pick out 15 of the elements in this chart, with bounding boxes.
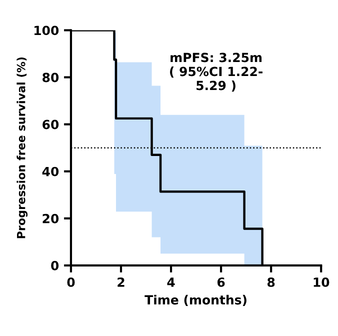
x-tick-label: 0 — [67, 277, 75, 287]
x-tick-label: 2 — [118, 277, 124, 287]
y-axis-title: Progression free survival (%) — [16, 57, 28, 238]
x-tick-label: 4 — [167, 278, 175, 287]
y-tick-label: 20 — [42, 214, 59, 224]
y-tick-label: 60 — [42, 120, 59, 130]
annotation: mPFS: 3.25m ( 95%CI 1.22- 5.29 ) — [170, 52, 262, 92]
x-axis-title: Time (months) — [144, 294, 246, 306]
y-tick-label: 40 — [42, 166, 59, 176]
y-tick-label: 80 — [42, 72, 59, 82]
x-tick-label: 10 — [314, 277, 330, 287]
y-tick-label: 0 — [51, 260, 59, 270]
x-tick-label: 6 — [217, 277, 225, 287]
x-tick-label: 8 — [267, 277, 275, 287]
y-tick-label: 100 — [34, 26, 59, 36]
